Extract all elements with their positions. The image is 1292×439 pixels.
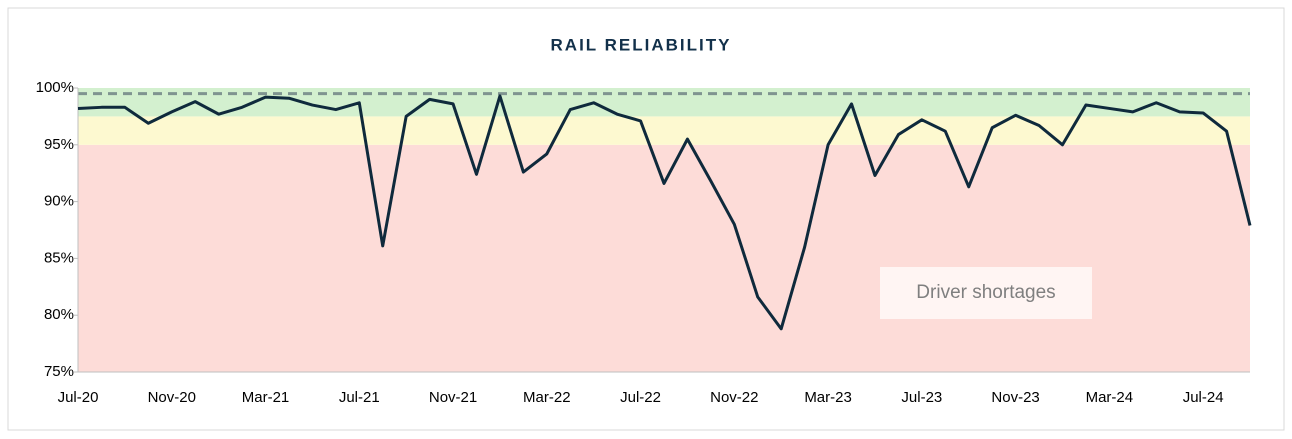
annotation-box xyxy=(880,267,1092,319)
x-tick-label: Jul-22 xyxy=(620,389,661,406)
x-tick-label: Nov-23 xyxy=(991,389,1039,406)
x-tick-label: Mar-24 xyxy=(1086,389,1134,406)
band xyxy=(78,144,1250,372)
x-tick-label: Jul-24 xyxy=(1183,389,1224,406)
y-tick-label: 80% xyxy=(44,306,74,323)
x-tick-label: Nov-22 xyxy=(710,389,758,406)
x-tick-label: Jul-20 xyxy=(58,389,99,406)
x-tick-label: Jul-21 xyxy=(339,389,380,406)
x-tick-label: Mar-22 xyxy=(523,389,571,406)
y-tick-label: 95% xyxy=(44,136,74,153)
annotation: Driver shortages xyxy=(916,282,1055,303)
chart-title: RAIL RELIABILITY xyxy=(551,35,732,54)
data-line xyxy=(77,94,1252,331)
x-tick-label: Nov-20 xyxy=(148,389,196,406)
y-tick-label: 85% xyxy=(44,249,74,266)
y-tick-label: 100% xyxy=(36,79,74,96)
band xyxy=(78,116,1250,145)
x-tick-label: Nov-21 xyxy=(429,389,477,406)
x-tick-label: Mar-21 xyxy=(242,389,290,406)
y-tick-label: 90% xyxy=(44,193,74,210)
y-tick-label: 75% xyxy=(44,363,74,380)
x-tick-label: Mar-23 xyxy=(804,389,852,406)
x-tick-label: Jul-23 xyxy=(901,389,942,406)
